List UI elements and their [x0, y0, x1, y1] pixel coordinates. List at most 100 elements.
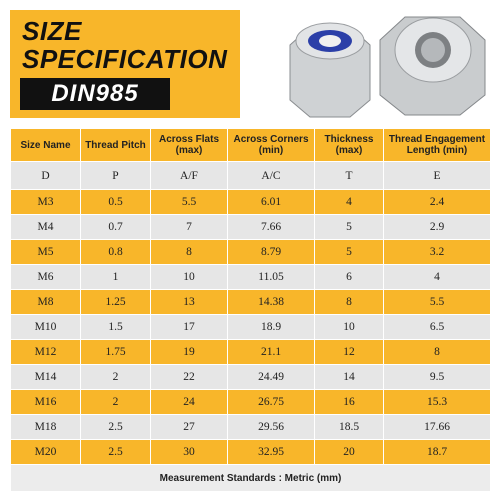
data-row: M3 0.5 5.5 6.01 4 2.4 — [10, 189, 491, 215]
cell: 16 — [314, 389, 384, 415]
footer-row: Measurement Standards : Metric (mm) — [10, 464, 491, 492]
cell: 18.9 — [227, 314, 315, 340]
cell: 6.5 — [383, 314, 491, 340]
data-row: M14 2 22 24.49 14 9.5 — [10, 364, 491, 390]
cell: 19 — [150, 339, 228, 365]
badge: DIN985 — [20, 78, 170, 110]
cell: 13 — [150, 289, 228, 315]
column-header: Thread Engagement Length (min) — [383, 128, 491, 162]
cell: 24.49 — [227, 364, 315, 390]
data-row: M16 2 24 26.75 16 15.3 — [10, 389, 491, 415]
cell: M18 — [10, 414, 81, 440]
cell: 22 — [150, 364, 228, 390]
symbol-row: D P A/F A/C T E — [10, 161, 491, 190]
cell: 17.66 — [383, 414, 491, 440]
cell: M8 — [10, 289, 81, 315]
data-row: M20 2.5 30 32.95 20 18.7 — [10, 439, 491, 465]
cell: 5 — [314, 239, 384, 265]
cell: 29.56 — [227, 414, 315, 440]
cell: 18.7 — [383, 439, 491, 465]
cell: 1.5 — [80, 314, 151, 340]
cell: 6 — [314, 264, 384, 290]
cell: 15.3 — [383, 389, 491, 415]
column-header: Thickness (max) — [314, 128, 384, 162]
cell: 0.5 — [80, 189, 151, 215]
cell: 26.75 — [227, 389, 315, 415]
cell: 4 — [383, 264, 491, 290]
symbol-cell: A/F — [150, 161, 228, 190]
banner: SIZE SPECIFICATION DIN985 — [10, 10, 240, 118]
title-line: SIZE — [22, 16, 82, 46]
cell: 30 — [150, 439, 228, 465]
cell: 4 — [314, 189, 384, 215]
header-row: Size Name Thread Pitch Across Flats (max) A… — [10, 128, 491, 162]
cell: 8 — [150, 239, 228, 265]
cell: 7.66 — [227, 214, 315, 240]
nut-hole — [319, 35, 341, 47]
cell: 14.38 — [227, 289, 315, 315]
cell: M20 — [10, 439, 81, 465]
column-header: Across Corners (min) — [227, 128, 315, 162]
cell: 24 — [150, 389, 228, 415]
cell: 11.05 — [227, 264, 315, 290]
column-header: Size Name — [10, 128, 81, 162]
cell: 0.8 — [80, 239, 151, 265]
cell: 18.5 — [314, 414, 384, 440]
cell: 21.1 — [227, 339, 315, 365]
cell: 0.7 — [80, 214, 151, 240]
data-row: M6 1 10 11.05 6 4 — [10, 264, 491, 290]
product-image — [289, 16, 486, 118]
data-row: M5 0.8 8 8.79 5 3.2 — [10, 239, 491, 265]
footer-note: Measurement Standards : Metric (mm) — [10, 464, 491, 492]
cell: 10 — [150, 264, 228, 290]
data-row: M8 1.25 13 14.38 8 5.5 — [10, 289, 491, 315]
cell: 17 — [150, 314, 228, 340]
symbol-cell: T — [314, 161, 384, 190]
cell: 1.75 — [80, 339, 151, 365]
cell: 10 — [314, 314, 384, 340]
cell: 2.5 — [80, 414, 151, 440]
cell: 6.01 — [227, 189, 315, 215]
cell: M16 — [10, 389, 81, 415]
symbol-cell: A/C — [227, 161, 315, 190]
cell: 1.25 — [80, 289, 151, 315]
cell: 5.5 — [383, 289, 491, 315]
cell: 7 — [150, 214, 228, 240]
cell: M5 — [10, 239, 81, 265]
cell: 9.5 — [383, 364, 491, 390]
cell: 32.95 — [227, 439, 315, 465]
cell: 2.5 — [80, 439, 151, 465]
data-row: M4 0.7 7 7.66 5 2.9 — [10, 214, 491, 240]
cell: M14 — [10, 364, 81, 390]
cell: 8 — [314, 289, 384, 315]
symbol-cell: E — [383, 161, 491, 190]
cell: 2.4 — [383, 189, 491, 215]
cell: M12 — [10, 339, 81, 365]
cell: 27 — [150, 414, 228, 440]
cell: 1 — [80, 264, 151, 290]
symbol-cell: P — [80, 161, 151, 190]
symbol-cell: D — [10, 161, 81, 190]
data-row: M10 1.5 17 18.9 10 6.5 — [10, 314, 491, 340]
cell: 3.2 — [383, 239, 491, 265]
cell: M10 — [10, 314, 81, 340]
cell: M3 — [10, 189, 81, 215]
column-header: Thread Pitch — [80, 128, 151, 162]
nut-thread — [421, 38, 445, 62]
column-header: Across Flats (max) — [150, 128, 228, 162]
data-row: M18 2.5 27 29.56 18.5 17.66 — [10, 414, 491, 440]
data-row: M12 1.75 19 21.1 12 8 — [10, 339, 491, 365]
title-line: SPECIFICATION — [22, 44, 228, 74]
cell: M6 — [10, 264, 81, 290]
cell: 5 — [314, 214, 384, 240]
spec-table: Size Name Thread Pitch Across Flats (max) A… — [10, 128, 491, 492]
cell: 12 — [314, 339, 384, 365]
cell: 2 — [80, 389, 151, 415]
cell: 14 — [314, 364, 384, 390]
cell: 2.9 — [383, 214, 491, 240]
table-body: Size Name Thread Pitch Across Flats (max) A… — [10, 128, 491, 492]
cell: 2 — [80, 364, 151, 390]
cell: 8.79 — [227, 239, 315, 265]
cell: 5.5 — [150, 189, 228, 215]
